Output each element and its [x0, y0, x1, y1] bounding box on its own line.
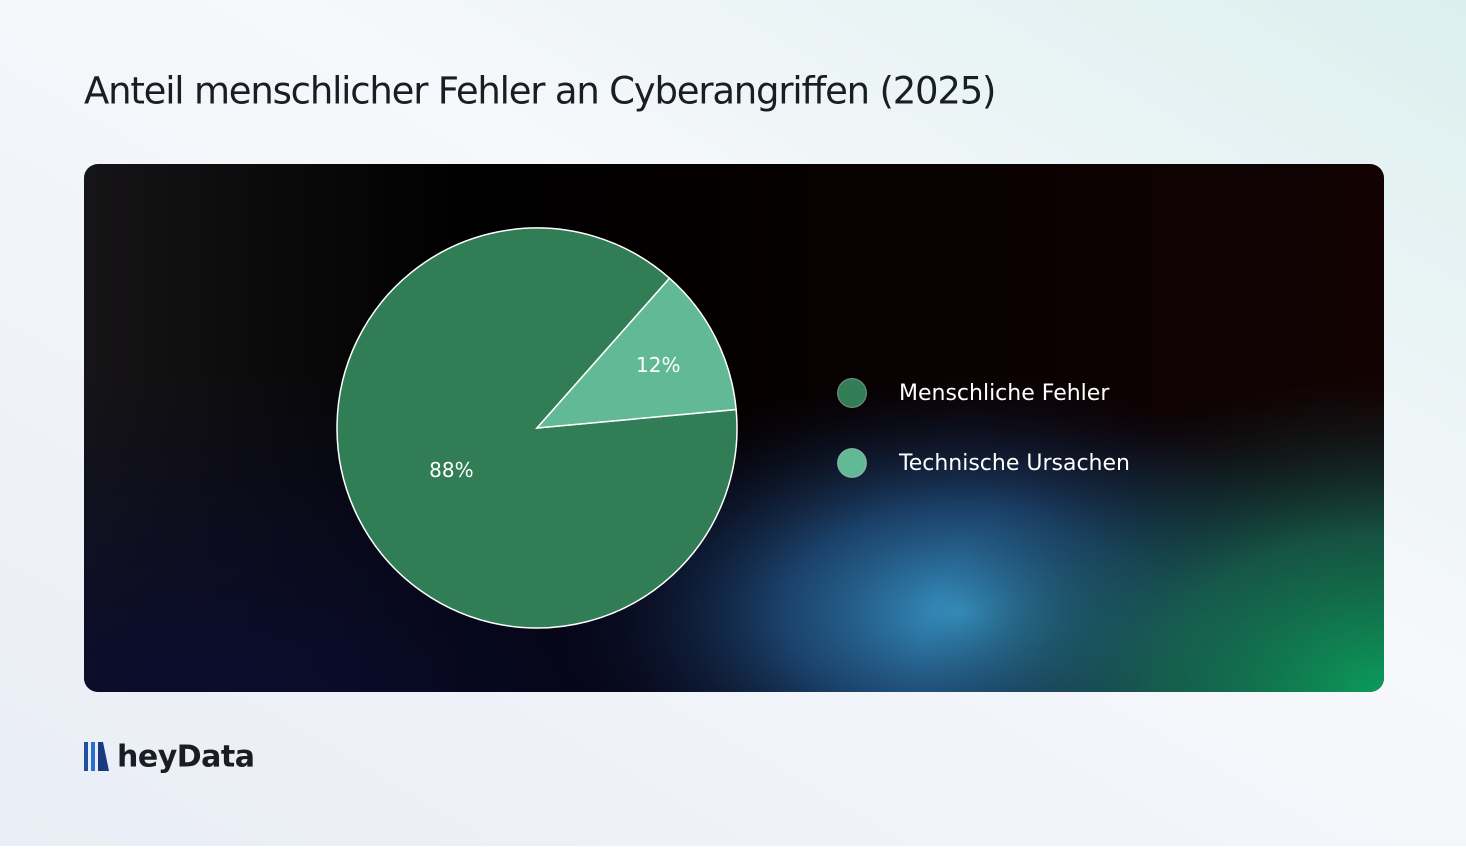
data-label: 12% — [636, 353, 680, 377]
chart-title: Anteil menschlicher Fehler an Cyberangri… — [84, 70, 995, 113]
brand-logo: heyData — [84, 740, 255, 775]
pie: 88% 12% — [336, 227, 738, 629]
pie-slice — [535, 277, 737, 429]
legend-swatch — [837, 378, 867, 408]
brand-name: heyData — [117, 740, 255, 775]
data-label: 88% — [429, 458, 473, 482]
legend-label: Menschliche Fehler — [899, 381, 1110, 406]
legend: Menschliche Fehler Technische Ursachen — [837, 378, 1130, 478]
legend-label: Technische Ursachen — [898, 451, 1130, 476]
legend-swatch — [837, 448, 867, 478]
